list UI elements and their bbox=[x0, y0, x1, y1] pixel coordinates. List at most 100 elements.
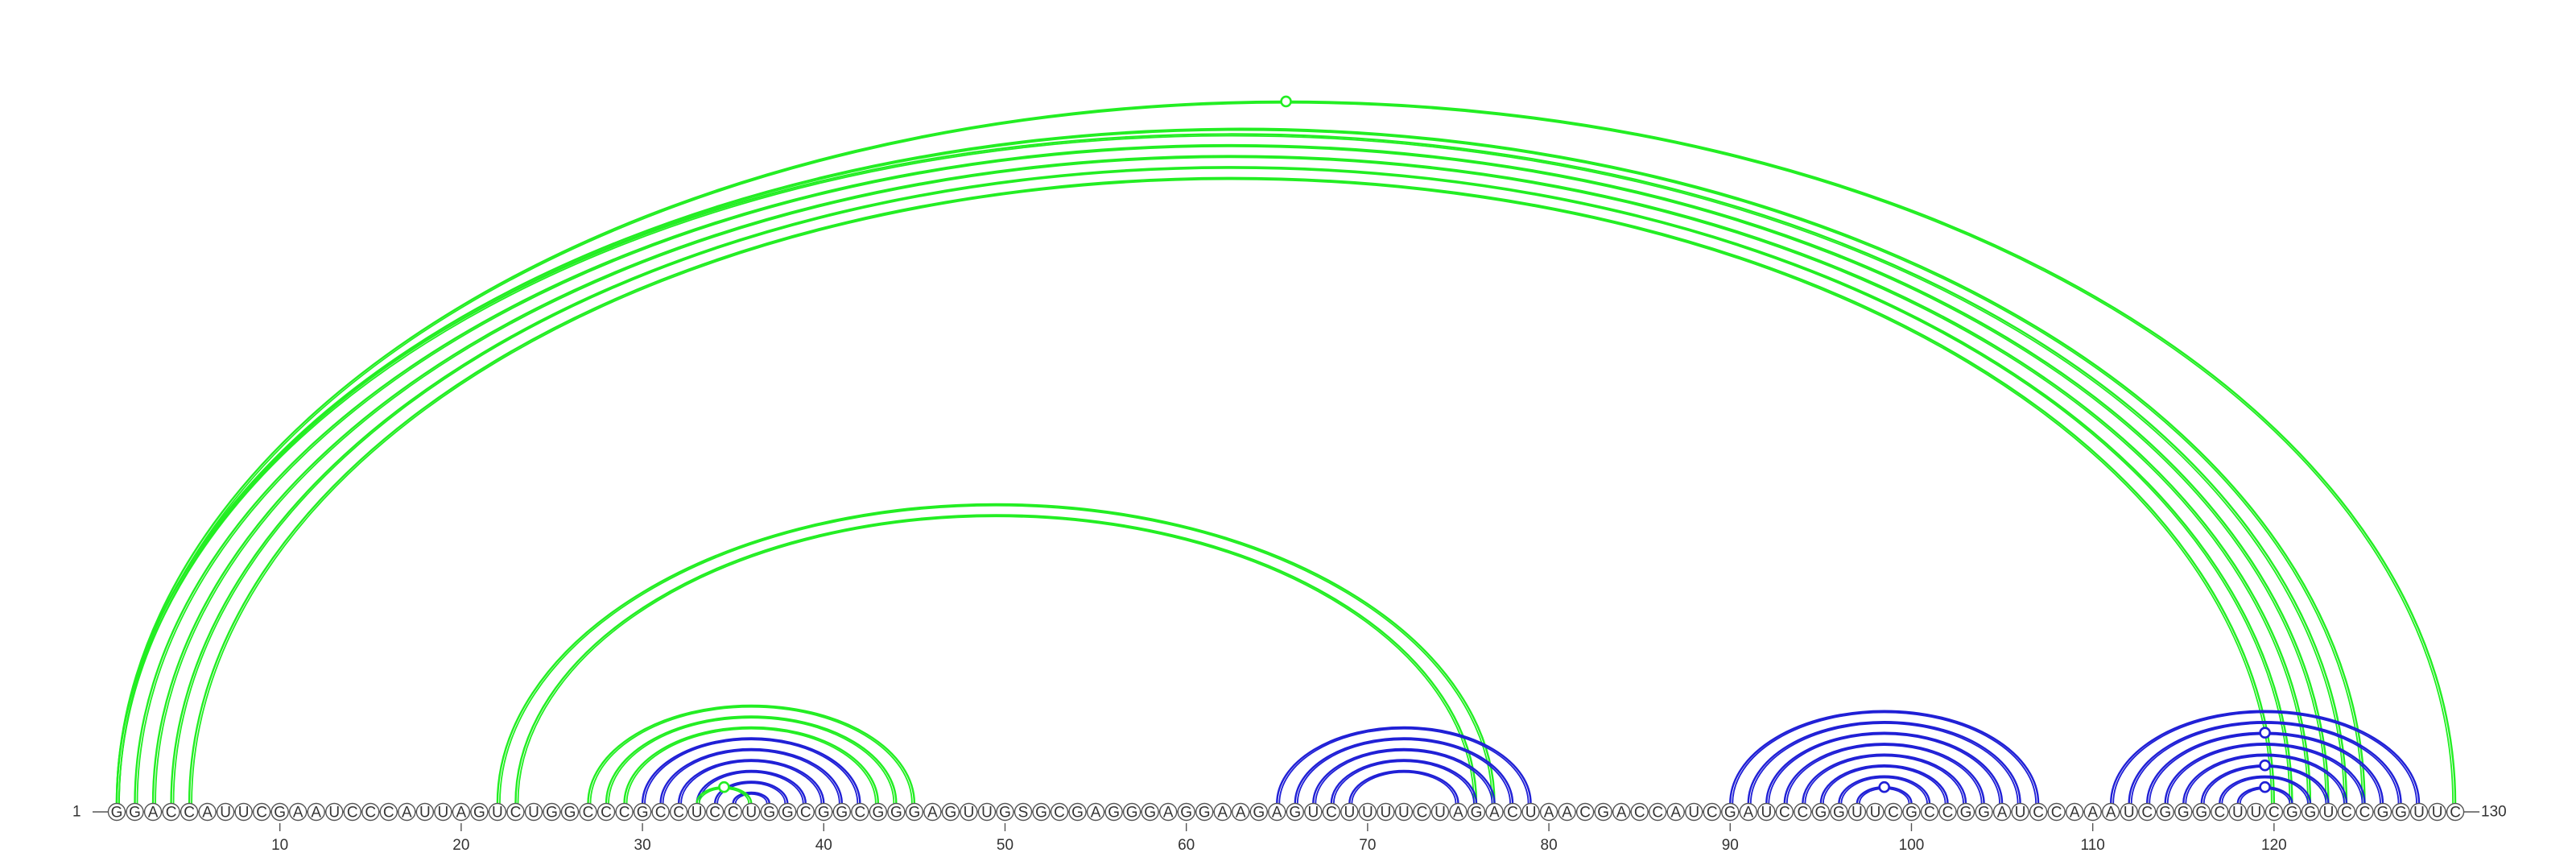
nucleotide-letter: C bbox=[1326, 805, 1337, 822]
position-tick: 120 bbox=[2261, 823, 2287, 854]
arc-stroke bbox=[734, 793, 768, 804]
nucleotide: G bbox=[1104, 802, 1123, 822]
nucleotide: C bbox=[2264, 802, 2284, 822]
nucleotide-circle bbox=[905, 802, 924, 822]
base-pair-arc bbox=[115, 133, 2348, 804]
nucleotide-letter: C bbox=[1054, 805, 1065, 822]
nucleotide: G bbox=[2283, 802, 2301, 822]
nucleotide-circle bbox=[1630, 802, 1649, 822]
base-pair-arc bbox=[134, 143, 2330, 804]
nucleotide: G bbox=[832, 802, 852, 822]
nucleotide-circle bbox=[434, 802, 452, 822]
nucleotide: U bbox=[216, 802, 235, 822]
tick-label: 10 bbox=[271, 837, 288, 854]
nucleotide: C bbox=[1938, 802, 1957, 822]
arc-stroke bbox=[2166, 744, 2363, 804]
arc-stroke bbox=[696, 769, 807, 804]
nucleotide-letter: G bbox=[274, 805, 286, 822]
nucleotide-letter: C bbox=[601, 805, 612, 822]
nucleotide-circle bbox=[1467, 802, 1486, 822]
nucleotide-letter: U bbox=[745, 805, 757, 822]
nucleotide: C bbox=[851, 802, 869, 822]
nucleotide-circle bbox=[1104, 802, 1123, 822]
nucleotide-circle bbox=[198, 802, 217, 822]
tick-label: 50 bbox=[997, 837, 1013, 854]
arc-stroke bbox=[698, 771, 804, 804]
nucleotide-letter: A bbox=[2106, 805, 2116, 822]
nucleotide-circle bbox=[2247, 802, 2265, 822]
arc-stroke bbox=[625, 727, 877, 804]
arc-stroke bbox=[644, 739, 859, 804]
arc-stroke bbox=[115, 100, 2457, 804]
base-pair-arc bbox=[1765, 731, 2004, 804]
arc-stroke bbox=[1749, 722, 2019, 804]
nucleotide-circle bbox=[289, 802, 308, 822]
nucleotide-circle bbox=[851, 802, 869, 822]
nucleotide-letter: S bbox=[1018, 805, 1029, 822]
arc-stroke bbox=[713, 780, 789, 804]
nucleotide-circle bbox=[2174, 802, 2193, 822]
nucleotide-letter: G bbox=[2178, 805, 2190, 822]
arc-stroke bbox=[496, 503, 1496, 804]
nucleotide-letter: C bbox=[2341, 805, 2352, 822]
nucleotide-circle bbox=[488, 802, 507, 822]
nucleotide-letter: A bbox=[1544, 805, 1554, 822]
nucleotide: G bbox=[1956, 802, 1975, 822]
nucleotide-circle bbox=[1122, 802, 1141, 822]
arc-stroke bbox=[1732, 711, 2037, 804]
nucleotide-letter: U bbox=[492, 805, 503, 822]
nucleotide-circle bbox=[633, 802, 652, 822]
nucleotide: C bbox=[1884, 802, 1903, 822]
arc-stroke bbox=[115, 127, 2366, 804]
nucleotide-letter: U bbox=[419, 805, 431, 822]
nucleotide-circle bbox=[2301, 802, 2320, 822]
base-pair-arcs bbox=[115, 100, 2457, 804]
nucleotide-circle bbox=[216, 802, 235, 822]
nucleotide: U bbox=[1866, 802, 1885, 822]
arc-stroke bbox=[1768, 733, 2000, 804]
nucleotide-circle bbox=[1286, 802, 1305, 822]
arc-marker bbox=[2259, 727, 2271, 739]
position-tick: 110 bbox=[2081, 823, 2105, 854]
position-tick: 10 bbox=[271, 823, 288, 854]
arc-stroke bbox=[191, 178, 2273, 804]
base-pair-arc bbox=[1747, 721, 2021, 804]
tick-label: 60 bbox=[1178, 837, 1195, 854]
nucleotide-letter: G bbox=[1035, 805, 1047, 822]
nucleotide: G bbox=[1467, 802, 1486, 822]
nucleotide-letter: G bbox=[1253, 805, 1265, 822]
arc-stroke bbox=[1838, 775, 1931, 804]
base-pair-arc bbox=[587, 704, 916, 804]
arc-marker bbox=[718, 780, 730, 793]
nucleotide-circle bbox=[415, 802, 435, 822]
arc-stroke bbox=[587, 704, 916, 804]
nucleotide-letter: A bbox=[927, 805, 938, 822]
nucleotide-circle bbox=[2264, 802, 2284, 822]
nucleotide: G bbox=[1721, 802, 1740, 822]
nucleotide-letter: U bbox=[1525, 805, 1537, 822]
nucleotide-letter: A bbox=[456, 805, 467, 822]
nucleotide-letter: C bbox=[2141, 805, 2153, 822]
nucleotide-letter: A bbox=[1236, 805, 1246, 822]
nucleotide-circle bbox=[1358, 802, 1377, 822]
nucleotide: A bbox=[2101, 802, 2120, 822]
nucleotide-circle bbox=[560, 802, 580, 822]
nucleotide-letter: C bbox=[854, 805, 865, 822]
nucleotide: G bbox=[1032, 802, 1051, 822]
nucleotide: U bbox=[2428, 802, 2446, 822]
nucleotide: C bbox=[1503, 802, 1522, 822]
nucleotide-circle bbox=[1249, 802, 1268, 822]
nucleotide: G bbox=[2174, 802, 2193, 822]
nucleotide-circle bbox=[1521, 802, 1540, 822]
nucleotide-circle bbox=[2337, 802, 2356, 822]
nucleotide-circle bbox=[307, 802, 325, 822]
nucleotide-circle bbox=[1177, 802, 1195, 822]
base-pair-arc bbox=[115, 127, 2366, 804]
nucleotide-circle bbox=[941, 802, 960, 822]
base-pair-arc bbox=[151, 155, 2312, 804]
base-pair-arc bbox=[170, 165, 2293, 804]
nucleotide-circle bbox=[1685, 802, 1703, 822]
arc-stroke bbox=[155, 156, 2309, 804]
nucleotide-circle bbox=[2355, 802, 2374, 822]
nucleotide: A bbox=[307, 802, 325, 822]
